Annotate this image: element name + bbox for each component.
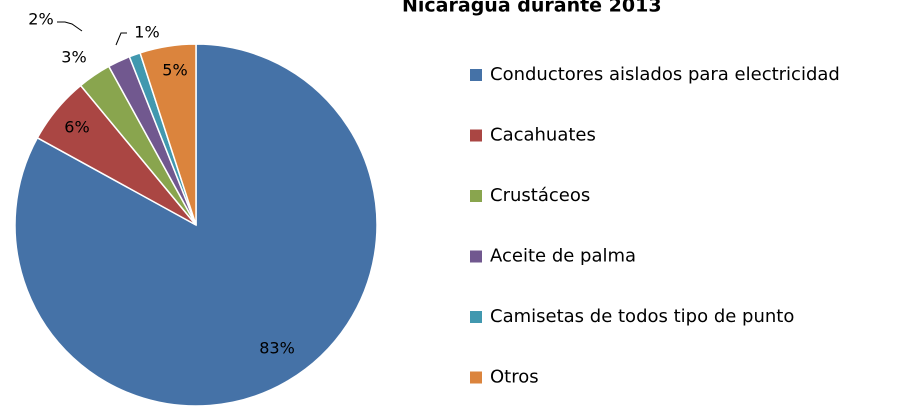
legend-swatch (470, 69, 482, 81)
legend-swatch (470, 190, 482, 202)
legend-label: Aceite de palma (490, 246, 636, 267)
legend-label: Camisetas de todos tipo de punto (490, 306, 794, 327)
legend-label: Otros (490, 367, 539, 388)
legend-swatch (470, 311, 482, 323)
pie-slice (139, 43, 197, 226)
leader-line (57, 21, 83, 32)
legend-label: Crustáceos (490, 185, 590, 206)
legend-label: Conductores aislados para electricidad (490, 64, 840, 85)
data-label: 83% (259, 339, 295, 358)
legend-swatch (470, 129, 482, 142)
data-label: 3% (61, 48, 86, 67)
legend-label: Cacahuates (490, 125, 596, 146)
data-label: 6% (64, 118, 89, 137)
legend-swatch (470, 250, 482, 263)
chart-title: Nicaragua durante 2013 (402, 0, 662, 17)
data-label: 5% (162, 61, 187, 80)
legend-swatch (470, 371, 482, 384)
data-label: 2% (28, 10, 53, 29)
leader-line (115, 32, 127, 46)
data-label: 1% (134, 23, 159, 42)
